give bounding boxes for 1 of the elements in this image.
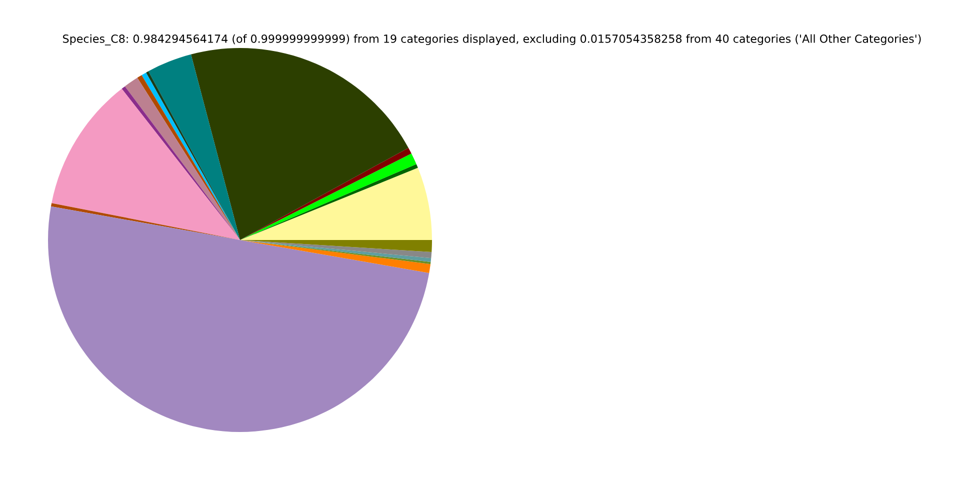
- text: Species_C8: 0.984294564174 (of 0.999999999999) from 19 categories displayed, excluding 0.0157054358258 from 40 categories ('All Other Categories'): [63, 34, 921, 46]
